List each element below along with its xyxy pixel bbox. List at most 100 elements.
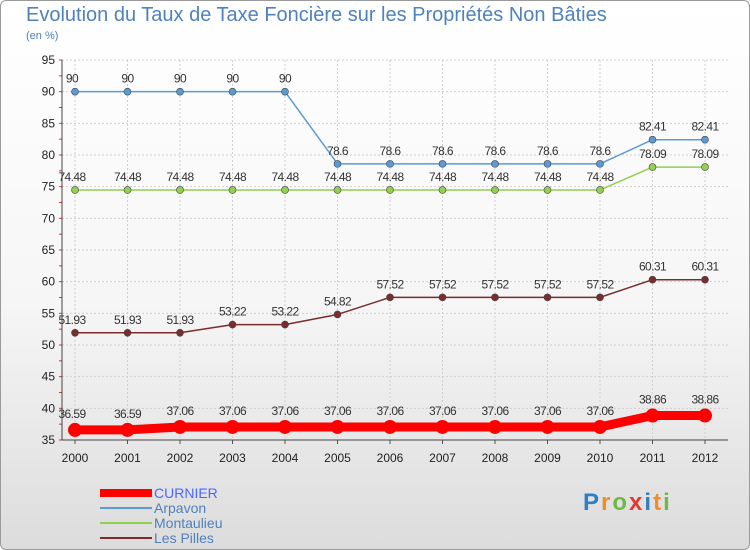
data-point-les-pilles (176, 328, 184, 337)
data-label-curnier: 37.06 (586, 404, 614, 418)
data-point-arpavon (701, 135, 709, 144)
y-tick-label: 65 (42, 243, 56, 257)
data-label-arpavon: 78.6 (380, 144, 402, 158)
data-label-les-pilles: 51.93 (58, 313, 86, 327)
grid-lines (62, 59, 728, 441)
legend-swatch-les-pilles (100, 536, 152, 539)
data-point-curnier (330, 419, 345, 434)
x-tick-label: 2005 (324, 451, 351, 465)
data-label-curnier: 38.86 (691, 393, 719, 407)
data-label-arpavon: 90 (66, 72, 79, 86)
data-point-montaulieu (333, 186, 342, 194)
data-label-arpavon: 90 (279, 72, 292, 86)
data-point-arpavon (596, 160, 604, 168)
data-label-montaulieu: 74.48 (586, 170, 614, 184)
data-label-montaulieu: 78.09 (691, 147, 719, 161)
logo-letter: i (663, 489, 672, 516)
legend-label-montaulieu: Montaulieu (154, 514, 223, 531)
data-label-arpavon: 90 (121, 72, 134, 86)
data-label-montaulieu: 74.48 (429, 170, 457, 184)
data-label-curnier: 37.06 (324, 404, 352, 418)
data-label-arpavon: 78.6 (432, 144, 454, 158)
data-point-curnier (120, 422, 135, 437)
data-label-arpavon: 78.6 (327, 144, 349, 158)
data-label-curnier: 38.86 (639, 393, 667, 407)
x-tick-label: 2011 (640, 451, 666, 465)
data-label-montaulieu: 78.09 (639, 147, 667, 161)
legend-label-arpavon: Arpavon (154, 499, 207, 516)
x-tick-label: 2012 (692, 451, 719, 465)
legend-swatch-montaulieu (100, 521, 152, 524)
y-tick-label: 45 (42, 370, 56, 384)
data-label-curnier: 36.59 (114, 407, 142, 421)
data-point-montaulieu (701, 163, 709, 171)
data-label-les-pilles: 53.22 (219, 305, 247, 319)
y-tick-label: 50 (42, 338, 56, 352)
y-tick-label: 35 (42, 433, 56, 447)
data-point-montaulieu (228, 186, 237, 194)
data-point-les-pilles (71, 328, 79, 337)
x-tick-label: 2008 (482, 451, 509, 465)
y-tick-label: 60 (42, 275, 56, 289)
legend-item-montaulieu: Montaulieu (100, 514, 223, 531)
data-label-les-pilles: 57.52 (481, 277, 509, 291)
data-point-curnier (225, 419, 240, 434)
data-label-les-pilles: 51.93 (166, 313, 194, 327)
x-tick-label: 2007 (429, 451, 456, 465)
data-point-les-pilles (228, 320, 237, 329)
data-label-arpavon: 82.41 (691, 120, 719, 134)
data-label-arpavon: 90 (174, 72, 187, 86)
data-point-curnier (383, 419, 397, 434)
data-label-les-pilles: 57.52 (586, 277, 614, 291)
data-point-curnier (173, 419, 187, 434)
data-label-montaulieu: 74.48 (58, 170, 86, 184)
y-tick-label: 40 (42, 401, 56, 415)
data-point-les-pilles (438, 293, 447, 302)
x-tick-label: 2009 (534, 451, 561, 465)
data-label-montaulieu: 74.48 (534, 170, 562, 184)
data-point-arpavon (491, 160, 499, 168)
data-point-les-pilles (123, 328, 132, 337)
data-label-curnier: 37.06 (376, 404, 404, 418)
data-label-montaulieu: 74.48 (166, 170, 194, 184)
data-point-arpavon (333, 160, 342, 168)
data-label-les-pilles: 60.31 (691, 260, 719, 274)
data-label-curnier: 37.06 (166, 404, 194, 418)
data-labels: 51.93 51.93 51.93 53.22 53.22 54.82 57.52 57.52… (58, 72, 720, 421)
data-label-montaulieu: 74.48 (324, 170, 352, 184)
data-point-curnier (540, 419, 555, 434)
series-lines (68, 87, 712, 437)
data-point-montaulieu (123, 186, 132, 194)
x-tick-label: 2000 (62, 451, 89, 465)
x-tick-label: 2006 (377, 451, 404, 465)
data-point-les-pilles (596, 293, 604, 302)
data-point-les-pilles (648, 275, 657, 284)
data-point-curnier (435, 419, 450, 434)
data-label-arpavon: 78.6 (485, 144, 507, 158)
data-point-montaulieu (71, 186, 79, 194)
legend-label-les-pilles: Les Pilles (154, 529, 214, 546)
data-point-curnier (68, 422, 82, 437)
x-tick-label: 2003 (219, 451, 246, 465)
data-point-arpavon (281, 87, 289, 96)
data-point-curnier (488, 419, 502, 434)
y-tick-label: 75 (42, 180, 56, 194)
logo-letter: r (601, 489, 613, 516)
data-point-arpavon (228, 87, 237, 96)
y-tick-label: 90 (42, 85, 56, 99)
data-point-montaulieu (491, 186, 499, 194)
x-tick-label: 2002 (167, 451, 194, 465)
y-tick-label: 95 (42, 53, 56, 67)
data-label-montaulieu: 74.48 (481, 170, 509, 184)
data-point-curnier (645, 408, 660, 423)
data-label-arpavon: 78.6 (537, 144, 559, 158)
data-label-curnier: 37.06 (219, 404, 247, 418)
data-label-curnier: 37.06 (271, 404, 299, 418)
data-label-montaulieu: 74.48 (219, 170, 247, 184)
data-point-montaulieu (648, 163, 657, 171)
data-label-montaulieu: 74.48 (376, 170, 404, 184)
legend-swatch-arpavon (100, 506, 152, 509)
x-tick-label: 2001 (114, 451, 141, 465)
data-label-montaulieu: 74.48 (271, 170, 299, 184)
data-point-arpavon (543, 160, 552, 168)
